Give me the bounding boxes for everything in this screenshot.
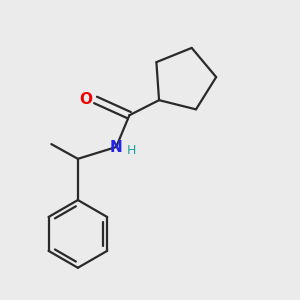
- Text: O: O: [80, 92, 93, 107]
- Text: H: H: [127, 144, 136, 157]
- Text: N: N: [110, 140, 122, 154]
